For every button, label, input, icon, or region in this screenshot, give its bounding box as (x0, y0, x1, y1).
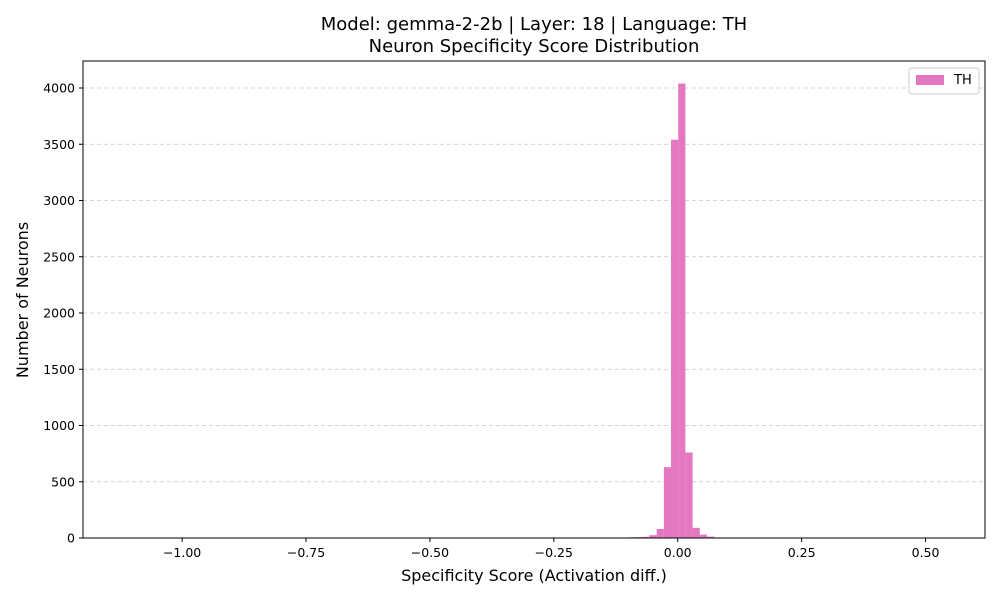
y-tick-label: 2500 (43, 249, 75, 264)
y-axis-label: Number of Neurons (13, 222, 32, 378)
histogram-bar (642, 536, 650, 538)
y-tick-label: 1000 (43, 418, 75, 433)
plot-frame (82, 60, 986, 539)
x-axis-ticks: −1.00 −0.75 −0.50 −0.25 0.00 0.25 0.50 (163, 538, 940, 560)
y-gridlines (83, 87, 985, 483)
y-tick-label: 500 (51, 474, 75, 489)
y-tick-label: 3000 (43, 193, 75, 208)
x-tick-label: 0.25 (788, 545, 816, 560)
legend-swatch (916, 75, 944, 85)
histogram-bars (548, 83, 779, 538)
x-tick-label: −0.50 (411, 545, 449, 560)
histogram-bar (656, 529, 664, 538)
y-tick-label: 4000 (43, 81, 75, 96)
x-tick-label: −1.00 (163, 545, 201, 560)
chart-title: Model: gemma-2-2b | Layer: 18 | Language… (321, 14, 747, 35)
x-axis-label: Specificity Score (Activation diff.) (401, 566, 667, 585)
histogram-bar (692, 527, 700, 538)
histogram-bar (663, 467, 672, 538)
legend: TH (908, 67, 980, 95)
y-tick-label: 2000 (43, 306, 75, 321)
y-tick-label: 0 (67, 531, 75, 546)
histogram-bar (671, 139, 679, 538)
y-axis-ticks: 0 500 1000 1500 2000 2500 3000 3500 4000 (43, 81, 83, 546)
x-tick-label: −0.75 (287, 545, 325, 560)
chart-subtitle: Neuron Specificity Score Distribution (369, 36, 700, 57)
histogram-bar (649, 535, 657, 538)
x-tick-label: 0.00 (664, 545, 692, 560)
y-tick-label: 3500 (43, 137, 75, 152)
legend-label-th: TH (953, 73, 972, 88)
x-tick-label: 0.50 (912, 545, 940, 560)
histogram-bar (685, 452, 693, 538)
histogram-bar (678, 83, 686, 538)
x-tick-label: −0.25 (535, 545, 573, 560)
histogram-bar (706, 536, 715, 538)
y-tick-label: 1500 (43, 362, 75, 377)
histogram-bar (699, 534, 707, 538)
